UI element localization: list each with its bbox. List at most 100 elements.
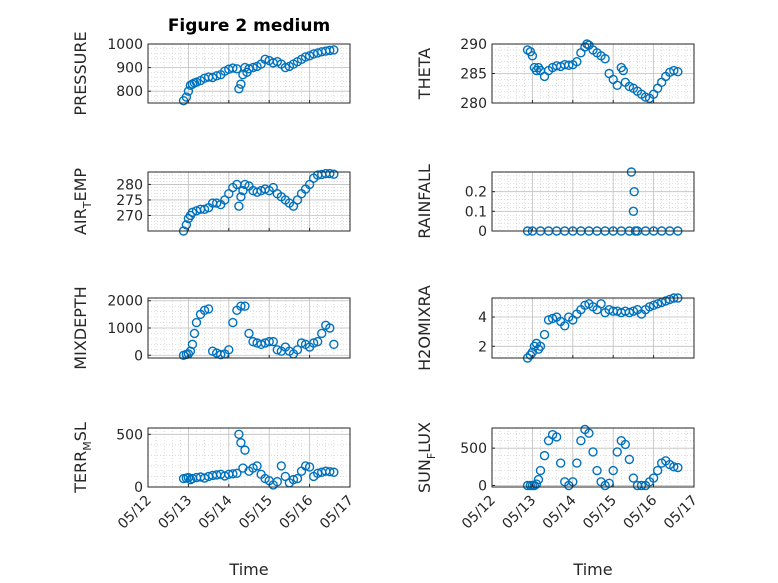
theta-point	[564, 60, 574, 70]
pressure-point	[236, 79, 246, 89]
h2omixra-plot-area	[492, 298, 694, 358]
rainfall-plot-area	[492, 172, 694, 231]
sun_flux-plot-area	[492, 428, 694, 487]
mixdepth-point	[240, 301, 250, 311]
pressure-ytick-label: 900	[116, 61, 143, 77]
mixdepth-point	[199, 305, 210, 315]
mixdepth-ylabel: MIXDEPTH	[71, 286, 90, 369]
mixdepth-ytick-label: 1000	[107, 321, 143, 337]
pressure-plot-area	[148, 44, 350, 103]
air_temp-point	[329, 169, 339, 179]
terr_msl-point	[272, 477, 282, 487]
theta-point	[612, 80, 622, 91]
air_temp-point	[199, 204, 210, 214]
air_temp-point	[238, 185, 248, 196]
terr_msl-point	[240, 445, 250, 455]
terr_msl-point	[304, 462, 315, 472]
air_temp-point	[234, 201, 244, 211]
h2omixra-point	[543, 315, 554, 325]
h2omixra-point	[661, 296, 671, 306]
pressure-point	[260, 54, 270, 65]
theta-ylabel: THETA	[415, 48, 434, 100]
terr_msl-point	[325, 467, 335, 477]
mixdepth-point	[296, 338, 307, 348]
h2omixra-axes-box	[491, 297, 695, 359]
theta-point	[527, 51, 538, 61]
pressure-point	[329, 45, 339, 55]
air_temp-point	[181, 220, 192, 230]
sun_flux-point	[588, 447, 598, 457]
rainfall-point	[629, 186, 639, 197]
theta-point	[673, 67, 683, 77]
theta-ytick-label: 290	[460, 37, 487, 53]
air_temp-point	[325, 168, 335, 179]
mixdepth-point	[185, 346, 196, 356]
xtick-label: 05/13	[155, 493, 195, 533]
pressure-point	[181, 92, 192, 102]
theta-ytick-label: 285	[460, 67, 487, 83]
sun_flux-point	[551, 432, 562, 442]
pressure-point	[244, 64, 254, 74]
theta-point	[669, 65, 679, 76]
xtick-label: 05/15	[580, 493, 620, 533]
terr_msl-ylabel: TERRMSL	[71, 422, 94, 494]
mixdepth-point	[189, 328, 200, 339]
pressure-point	[234, 84, 244, 94]
h2omixra-point	[624, 307, 635, 318]
h2omixra-point	[535, 341, 546, 351]
xtick-label: 05/15	[236, 493, 276, 533]
terr_msl-point	[234, 429, 244, 440]
h2omixra-ytick-label: 2	[478, 339, 487, 355]
rainfall-point	[628, 206, 639, 217]
pressure-point	[300, 52, 311, 62]
xtick-label: 05/12	[459, 493, 499, 533]
pressure-axes-box	[147, 43, 351, 104]
mixdepth-point	[236, 301, 246, 311]
mixdepth-point	[272, 345, 282, 355]
sun_flux-point	[576, 435, 586, 446]
mixdepth-point	[325, 323, 335, 333]
air_temp-ylabel: AIRTEMP	[71, 168, 94, 235]
sun_flux-point	[652, 465, 663, 476]
air_temp-point	[236, 192, 246, 202]
terr_msl-point	[252, 461, 262, 471]
sun_flux-point	[636, 480, 647, 491]
sun_flux-point	[592, 465, 602, 476]
theta-point	[572, 57, 582, 67]
mixdepth-point	[264, 336, 274, 347]
h2omixra-ytick-label: 4	[478, 310, 487, 326]
mixdepth-point	[216, 350, 226, 360]
mixdepth-point	[224, 345, 234, 355]
mixdepth-point	[312, 336, 323, 347]
pressure-point	[211, 71, 222, 81]
xtick-label: 05/14	[540, 492, 580, 532]
mixdepth-point	[191, 317, 202, 328]
mixdepth-point	[268, 336, 278, 347]
xtick-label: 05/16	[277, 492, 317, 532]
pressure-point	[248, 62, 258, 73]
sun_flux-ytick-label: 500	[460, 441, 487, 457]
terr_msl-ytick-label: 0	[134, 480, 143, 496]
rainfall-ylabel: RAINFALL	[415, 164, 434, 239]
sun_flux-point	[620, 439, 631, 450]
h2omixra-point	[560, 321, 570, 331]
theta-ytick-label: 280	[460, 96, 487, 112]
mixdepth-point	[244, 328, 254, 339]
sun_flux-point	[572, 458, 582, 468]
xtick-label: 05/16	[621, 492, 661, 532]
xtick-label: 05/17	[317, 493, 357, 533]
mixdepth-point	[317, 328, 327, 339]
sun_flux-point	[533, 474, 544, 485]
sun_flux-point	[669, 462, 679, 472]
xtick-label: 05/12	[115, 493, 155, 533]
air_temp-axes-box	[147, 171, 351, 232]
mixdepth-ytick-label: 2000	[107, 294, 143, 310]
h2omixra-point	[596, 299, 606, 309]
chart-title: Figure 2 medium	[168, 16, 330, 36]
rainfall-axes-box	[491, 171, 695, 232]
mixdepth-point	[248, 336, 258, 347]
terr_msl-point	[232, 468, 242, 479]
xtick-label: 05/14	[196, 492, 236, 532]
terr_msl-point	[292, 473, 303, 484]
